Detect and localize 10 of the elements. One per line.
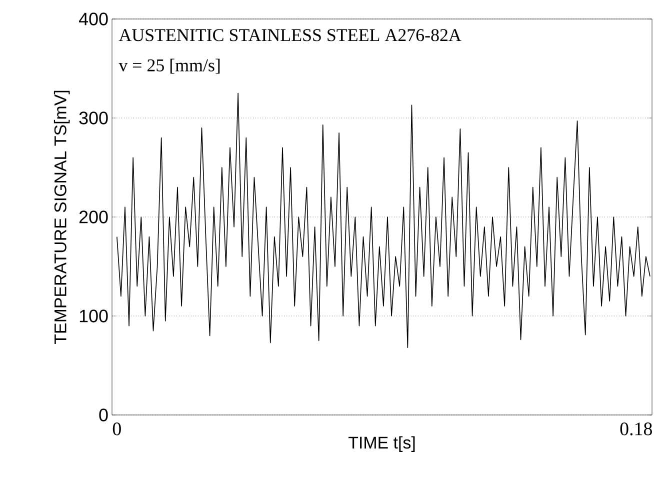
- x-axis-title: TIME t[s]: [348, 436, 415, 452]
- y-tick-label: 100: [80, 310, 108, 322]
- y-axis-title: TEMPERATURE SIGNAL TS[mV]: [54, 90, 70, 344]
- y-tick-label: 400: [78, 12, 108, 26]
- x-tick-label: 0.18: [620, 422, 652, 436]
- annotation: AUSTENITIC STAINLESS STEEL A276-82A: [118, 29, 462, 42]
- annotation: v = 25 [mm/s]: [118, 58, 220, 74]
- y-tick-label: 300: [79, 112, 108, 124]
- y-tick-label: 200: [79, 210, 108, 224]
- y-tick-label: 0: [99, 408, 108, 422]
